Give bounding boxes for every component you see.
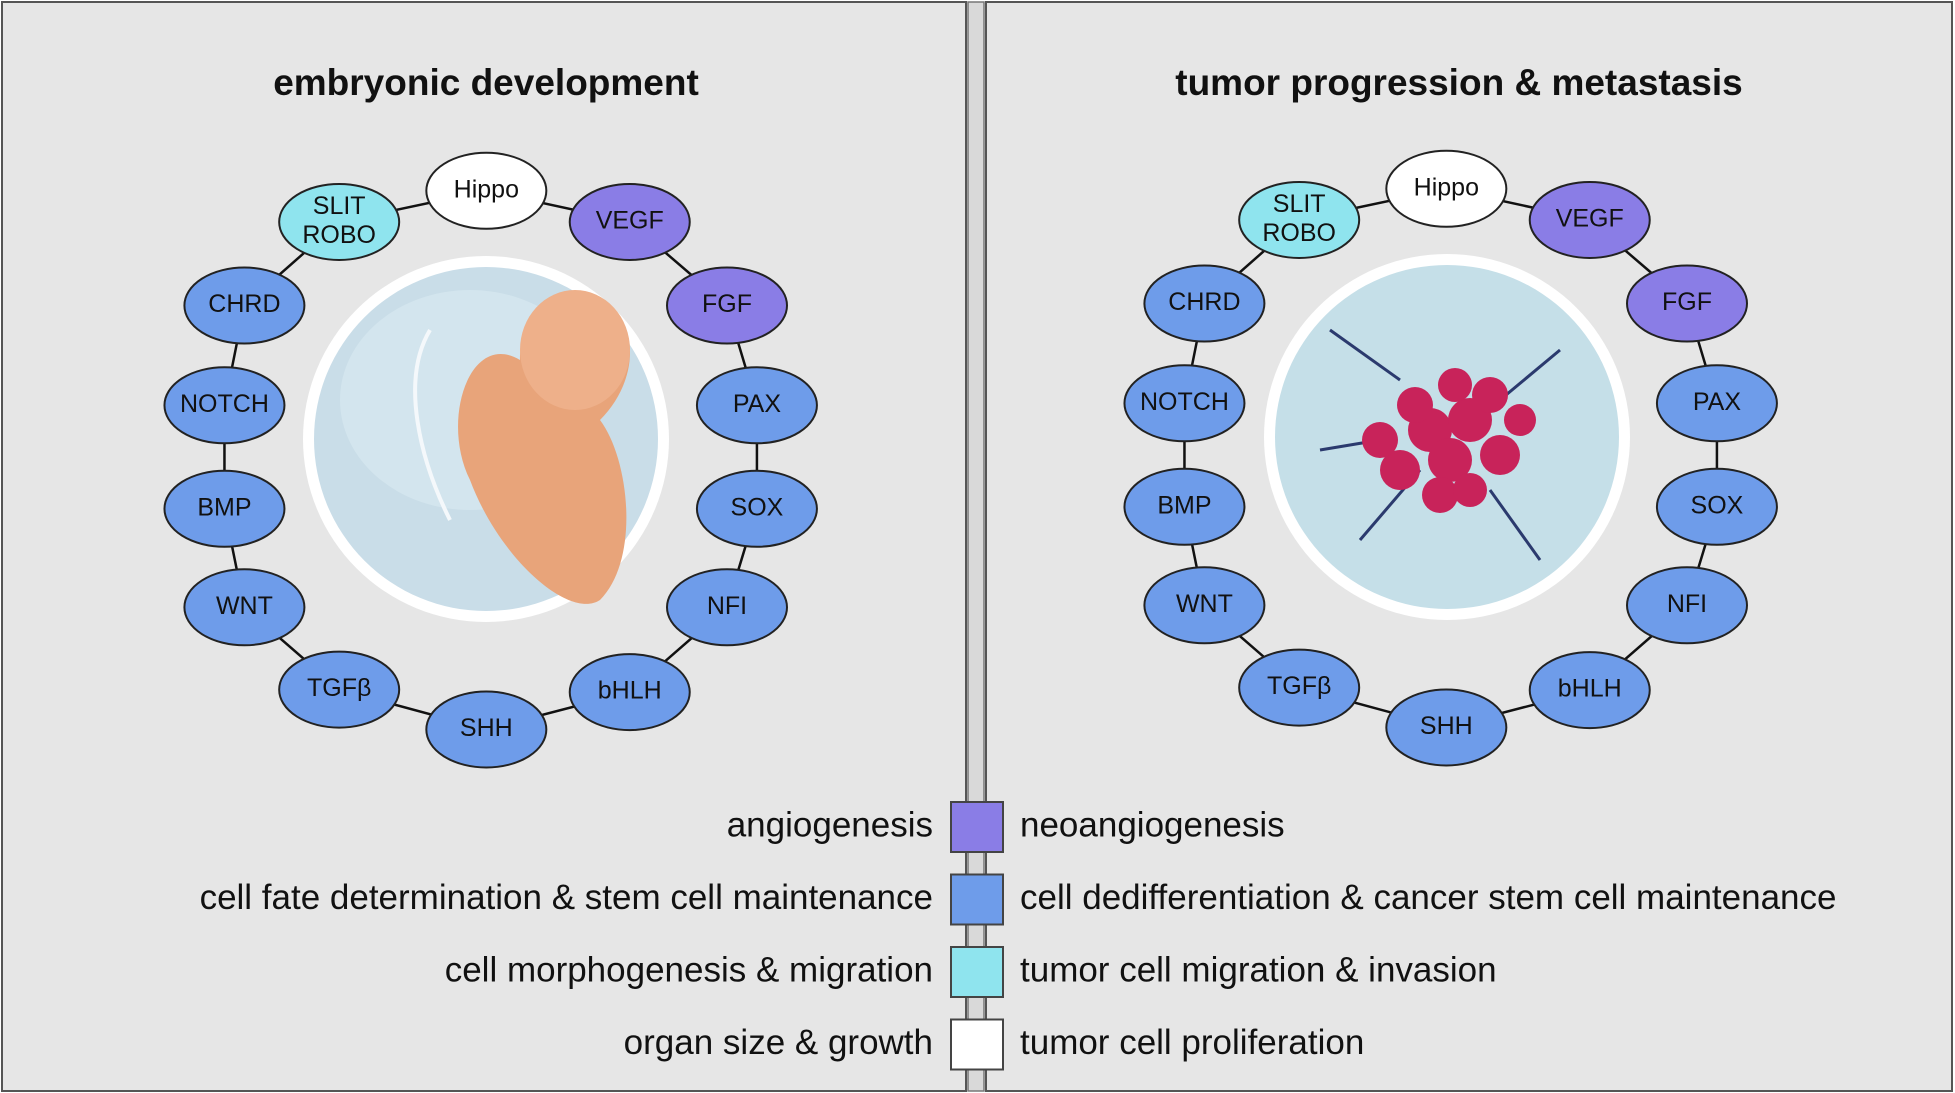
pathway-node	[278, 182, 401, 261]
pathway-node	[695, 366, 818, 445]
legend-swatch	[950, 946, 1004, 998]
tumor-illustration	[1264, 254, 1630, 620]
legend-left: cell fate determination & stem cell main…	[200, 878, 933, 917]
pathway-node	[568, 182, 691, 261]
legend-left: angiogenesis	[727, 805, 933, 844]
legend-swatch	[950, 873, 1004, 926]
legend-swatch	[950, 801, 1004, 853]
pathway-node	[1626, 566, 1749, 645]
pathway-label: ROBO	[302, 221, 376, 249]
embryo-illustration	[303, 256, 669, 622]
pathway-node	[1385, 149, 1508, 228]
pathway-node	[666, 568, 789, 647]
legend-swatch	[950, 1018, 1004, 1071]
pathway-label: SHH	[1420, 712, 1473, 740]
pathway-label: SLIT	[313, 192, 366, 220]
pathway-node	[1143, 264, 1266, 343]
pathway-label: ROBO	[1262, 219, 1336, 247]
pathway-node	[183, 266, 306, 345]
pathway-label: SHH	[460, 714, 513, 742]
legend-right: cell dedifferentiation & cancer stem cel…	[1020, 878, 1836, 917]
pathway-label: bHLH	[598, 677, 662, 705]
pathway-node	[1626, 264, 1749, 343]
pathway-label: CHRD	[208, 290, 280, 318]
pathway-node	[695, 469, 818, 548]
pathway-label: TGFβ	[307, 674, 371, 702]
legend-right: tumor cell migration & invasion	[1020, 950, 1497, 989]
pathway-label: WNT	[216, 592, 273, 620]
pathway-label: NOTCH	[1140, 388, 1229, 416]
pathway-node	[1528, 651, 1651, 730]
pathway-label: FGF	[702, 290, 752, 318]
pathway-label: Hippo	[1414, 173, 1479, 201]
pathway-label: PAX	[1693, 388, 1741, 416]
pathway-label: NFI	[1667, 590, 1707, 618]
pathway-node	[1655, 364, 1778, 443]
pathway-node	[1655, 467, 1778, 546]
pathway-node	[568, 653, 691, 732]
pathway-node	[1143, 566, 1266, 645]
pathway-label: NFI	[707, 592, 747, 620]
pathway-label: SOX	[1691, 491, 1744, 519]
pathway-label: FGF	[1662, 288, 1712, 316]
pathway-label: VEGF	[1556, 205, 1624, 233]
pathway-node	[1123, 467, 1246, 546]
pathway-node	[278, 650, 401, 729]
legend-right: tumor cell proliferation	[1020, 1023, 1364, 1062]
legend-right: neoangiogenesis	[1020, 805, 1285, 844]
pathway-label: NOTCH	[180, 390, 269, 418]
pathway-node	[1385, 688, 1508, 767]
pathway-label: bHLH	[1558, 675, 1622, 703]
panel-title: embryonic development	[273, 62, 699, 103]
pathway-label: TGFβ	[1267, 672, 1331, 700]
pathway-node	[1123, 364, 1246, 443]
divider	[967, 1, 985, 1092]
pathway-label: SLIT	[1273, 190, 1326, 218]
pathway-label: PAX	[733, 390, 781, 418]
legend-left: organ size & growth	[624, 1023, 933, 1062]
pathway-label: WNT	[1176, 590, 1233, 618]
pathway-node	[425, 151, 548, 230]
pathway-node	[666, 266, 789, 345]
pathway-node	[1238, 180, 1361, 259]
pathway-node	[1238, 648, 1361, 727]
pathway-node	[163, 366, 286, 445]
pathway-node	[425, 690, 548, 769]
pathway-node	[183, 568, 306, 647]
pathway-label: BMP	[1157, 491, 1211, 519]
legend-left: cell morphogenesis & migration	[445, 950, 933, 989]
panel-title: tumor progression & metastasis	[1175, 62, 1742, 103]
pathway-node	[163, 469, 286, 548]
pathway-label: CHRD	[1168, 288, 1240, 316]
pathway-node	[1528, 180, 1651, 259]
pathway-label: VEGF	[596, 207, 664, 235]
pathway-label: Hippo	[454, 175, 519, 203]
pathway-label: SOX	[731, 493, 784, 521]
pathway-label: BMP	[197, 493, 251, 521]
